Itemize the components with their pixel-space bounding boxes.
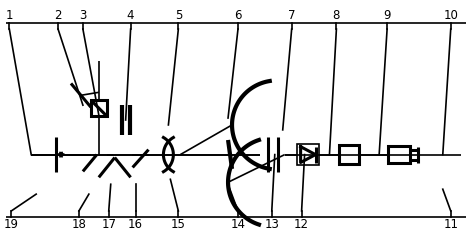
- Text: 4: 4: [127, 9, 135, 22]
- Text: 7: 7: [288, 9, 295, 22]
- Text: 2: 2: [54, 9, 62, 22]
- Text: 8: 8: [333, 9, 340, 22]
- Text: 3: 3: [79, 9, 86, 22]
- Text: 12: 12: [294, 218, 309, 231]
- Text: 11: 11: [443, 218, 458, 231]
- Bar: [339, 145, 359, 164]
- Text: 1: 1: [6, 9, 13, 22]
- Text: 5: 5: [175, 9, 182, 22]
- Text: 10: 10: [443, 9, 458, 22]
- Bar: [388, 146, 410, 163]
- Bar: [296, 144, 319, 165]
- Text: 17: 17: [101, 218, 116, 231]
- Text: 6: 6: [234, 9, 242, 22]
- Text: 18: 18: [71, 218, 86, 231]
- Text: 9: 9: [383, 9, 391, 22]
- Text: 14: 14: [230, 218, 245, 231]
- Text: 19: 19: [4, 218, 19, 231]
- Text: 15: 15: [171, 218, 186, 231]
- Text: 13: 13: [264, 218, 279, 231]
- Text: 16: 16: [128, 218, 143, 231]
